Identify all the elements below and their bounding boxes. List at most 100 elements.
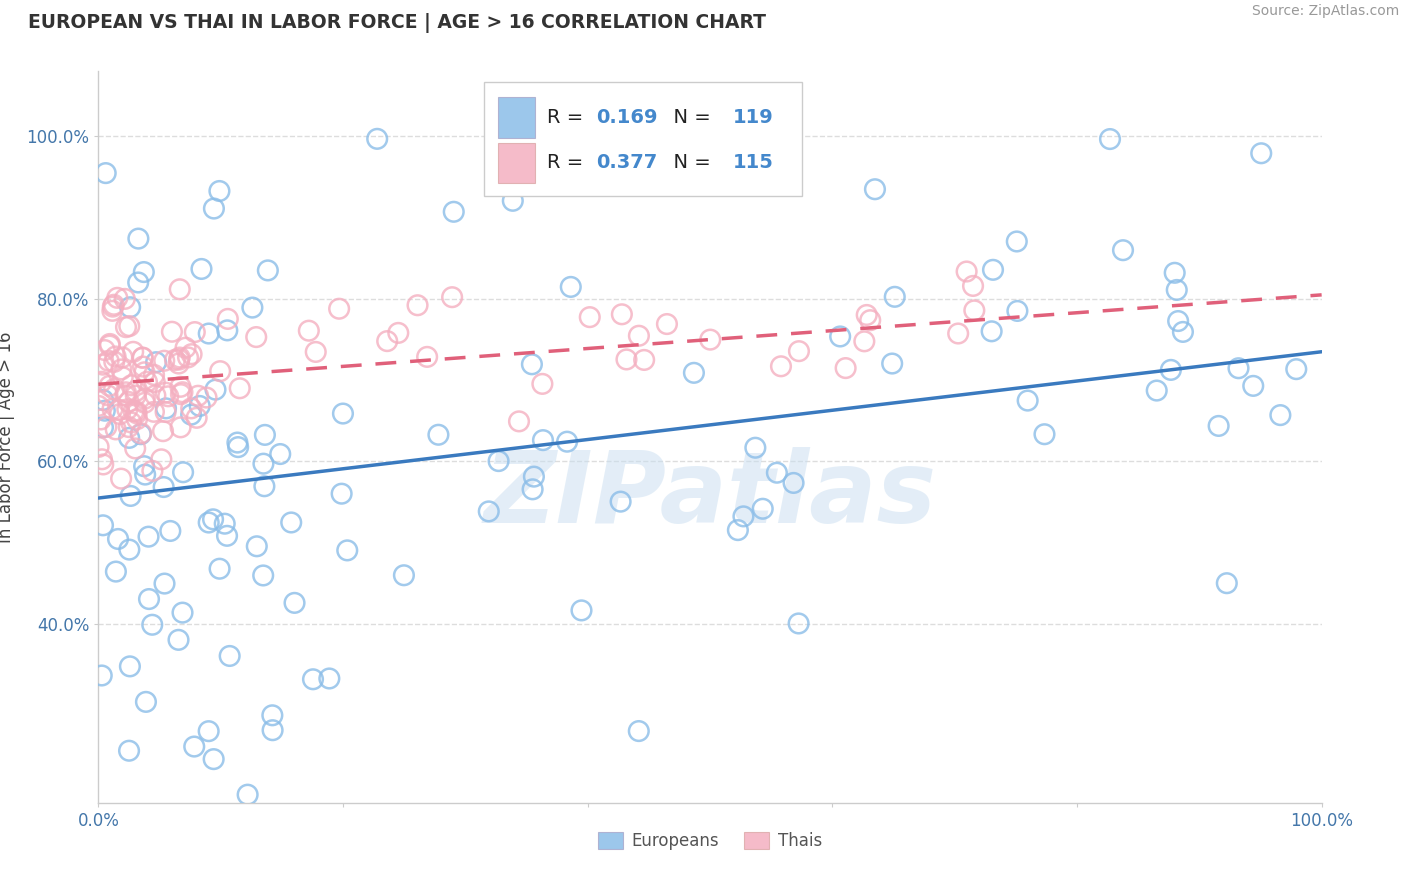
Point bbox=[751, 501, 773, 516]
Point bbox=[135, 695, 157, 709]
Text: 115: 115 bbox=[734, 153, 775, 172]
Point bbox=[120, 416, 142, 430]
Point bbox=[125, 388, 148, 402]
Point bbox=[1241, 379, 1264, 393]
Point bbox=[733, 509, 755, 524]
Point bbox=[155, 385, 177, 400]
Point bbox=[1033, 427, 1056, 442]
Point bbox=[1007, 304, 1029, 318]
Text: 0.169: 0.169 bbox=[596, 108, 658, 127]
Point bbox=[208, 184, 231, 198]
Point bbox=[830, 329, 852, 343]
Point bbox=[107, 532, 129, 546]
Point bbox=[962, 279, 984, 293]
Point bbox=[202, 752, 225, 766]
Point bbox=[571, 603, 593, 617]
Point bbox=[1250, 146, 1272, 161]
Point bbox=[153, 576, 176, 591]
Point bbox=[117, 402, 139, 417]
Point bbox=[1005, 235, 1028, 249]
Point bbox=[769, 359, 792, 374]
Point bbox=[187, 389, 209, 403]
Point bbox=[283, 596, 305, 610]
Point bbox=[94, 403, 117, 417]
Point bbox=[167, 352, 190, 367]
Point bbox=[744, 441, 766, 455]
Point bbox=[114, 388, 136, 402]
Point bbox=[153, 353, 176, 368]
Point bbox=[90, 375, 112, 389]
Point bbox=[980, 324, 1002, 338]
Point bbox=[97, 354, 120, 368]
Point bbox=[172, 465, 194, 479]
Point bbox=[138, 530, 160, 544]
Point bbox=[122, 344, 145, 359]
Point bbox=[96, 420, 118, 434]
Point bbox=[110, 362, 132, 376]
Point bbox=[305, 345, 328, 359]
Point bbox=[195, 391, 218, 405]
Point bbox=[217, 323, 239, 337]
Point bbox=[152, 424, 174, 438]
Point bbox=[134, 396, 156, 410]
Text: N =: N = bbox=[661, 108, 717, 127]
Point bbox=[226, 435, 249, 450]
Point bbox=[229, 381, 252, 395]
Point bbox=[98, 379, 121, 393]
Point bbox=[174, 341, 197, 355]
Point bbox=[1270, 408, 1292, 422]
Point bbox=[111, 351, 134, 365]
Point bbox=[375, 334, 398, 348]
Point bbox=[508, 414, 530, 428]
Point bbox=[197, 326, 219, 341]
Point bbox=[124, 442, 146, 456]
Point bbox=[91, 518, 114, 533]
Point bbox=[427, 427, 450, 442]
Point bbox=[143, 368, 166, 382]
Point bbox=[188, 399, 211, 413]
Point bbox=[184, 325, 207, 339]
Point bbox=[555, 434, 578, 449]
Point bbox=[108, 407, 131, 421]
Point bbox=[242, 301, 264, 315]
Point bbox=[1163, 266, 1185, 280]
Point bbox=[883, 290, 905, 304]
Point bbox=[183, 739, 205, 754]
Point bbox=[145, 355, 167, 369]
Point bbox=[170, 387, 193, 401]
Point bbox=[787, 344, 810, 359]
Point bbox=[127, 231, 149, 245]
Point bbox=[118, 542, 141, 557]
Point bbox=[108, 402, 131, 417]
Point bbox=[262, 723, 284, 738]
Point bbox=[190, 262, 212, 277]
Text: 119: 119 bbox=[734, 108, 775, 127]
Point bbox=[127, 276, 149, 290]
Point bbox=[1171, 325, 1194, 339]
Point bbox=[610, 307, 633, 321]
Point bbox=[91, 358, 114, 372]
Point bbox=[159, 524, 181, 538]
Point bbox=[298, 324, 321, 338]
Point bbox=[217, 312, 239, 326]
Point bbox=[245, 330, 267, 344]
Point bbox=[302, 673, 325, 687]
Point bbox=[955, 264, 977, 278]
Point bbox=[101, 303, 124, 318]
Point bbox=[143, 375, 166, 389]
Point bbox=[101, 401, 124, 416]
Point bbox=[91, 392, 114, 407]
Point bbox=[655, 317, 678, 331]
Point bbox=[90, 668, 112, 682]
Legend: Europeans, Thais: Europeans, Thais bbox=[592, 825, 828, 856]
Point bbox=[488, 454, 510, 468]
Point bbox=[280, 516, 302, 530]
Point bbox=[1285, 362, 1308, 376]
Point bbox=[118, 319, 141, 334]
Point bbox=[172, 385, 194, 400]
Point bbox=[91, 452, 114, 467]
Point bbox=[1208, 418, 1230, 433]
Point bbox=[111, 370, 134, 384]
Point bbox=[134, 392, 156, 406]
Point bbox=[531, 376, 554, 391]
